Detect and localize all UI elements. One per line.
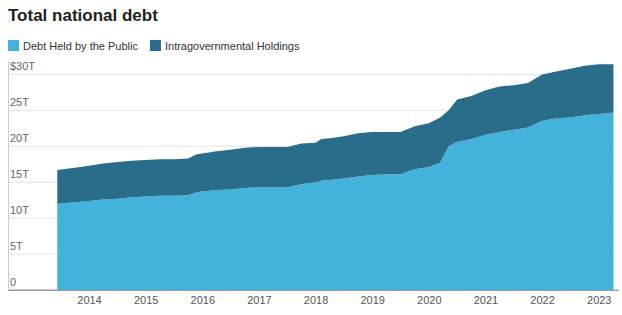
x-axis-line <box>9 290 619 291</box>
x-axis: 2014 2015 2016 2017 2018 2019 2020 2021 2022 2023 <box>9 290 619 306</box>
y-tick: 15T <box>8 168 29 183</box>
x-tick: 2017 <box>247 290 271 306</box>
x-tick: 2023 <box>587 290 611 306</box>
legend-item: Intragovernmental Holdings <box>150 40 300 52</box>
legend-swatch <box>8 40 19 51</box>
x-tick-label: 2016 <box>191 294 215 306</box>
x-tick-label: 2014 <box>77 294 101 306</box>
x-tick-label: 2017 <box>247 294 271 306</box>
x-tick: 2015 <box>134 290 158 306</box>
x-tick: 2016 <box>191 290 215 306</box>
x-tick-label: 2018 <box>304 294 328 306</box>
x-tick: 2021 <box>474 290 498 306</box>
grid-line <box>8 74 618 75</box>
y-axis: 0 5T 10T 15T 20T 25T $30T <box>8 60 35 291</box>
x-tick: 2019 <box>360 290 384 306</box>
x-tick: 2018 <box>304 290 328 306</box>
x-tick: 2014 <box>77 290 101 306</box>
y-tick-label: 20T <box>10 132 29 144</box>
y-tick: 0 <box>8 276 16 291</box>
y-tick-label: $30T <box>10 60 35 72</box>
x-tick-label: 2019 <box>360 294 384 306</box>
legend-label: Debt Held by the Public <box>23 40 138 52</box>
x-tick-label: 2021 <box>474 294 498 306</box>
x-tick: 2020 <box>417 290 441 306</box>
y-tick: 20T <box>8 132 29 147</box>
y-axis-line <box>8 61 9 291</box>
x-tick: 2022 <box>530 290 554 306</box>
x-tick-label: 2022 <box>530 294 554 306</box>
y-tick-label: 0 <box>10 276 16 288</box>
y-tick: $30T <box>8 60 35 75</box>
y-tick: 10T <box>8 204 29 219</box>
legend-item: Debt Held by the Public <box>8 40 138 52</box>
x-tick-label: 2023 <box>587 294 611 306</box>
y-tick-label: 5T <box>10 240 23 252</box>
y-tick-label: 15T <box>10 168 29 180</box>
x-tick-label: 2015 <box>134 294 158 306</box>
y-tick-label: 25T <box>10 96 29 108</box>
plot-area <box>57 64 613 290</box>
y-tick: 25T <box>8 96 29 111</box>
x-tick-label: 2020 <box>417 294 441 306</box>
title: Total national debt <box>8 6 158 25</box>
legend-swatch <box>150 40 161 51</box>
area <box>57 64 613 203</box>
y-tick-label: 10T <box>10 204 29 216</box>
y-tick: 5T <box>8 240 23 255</box>
legend-label: Intragovernmental Holdings <box>165 40 300 52</box>
chart: Total national debt Debt Held by the Publ… <box>0 0 622 315</box>
